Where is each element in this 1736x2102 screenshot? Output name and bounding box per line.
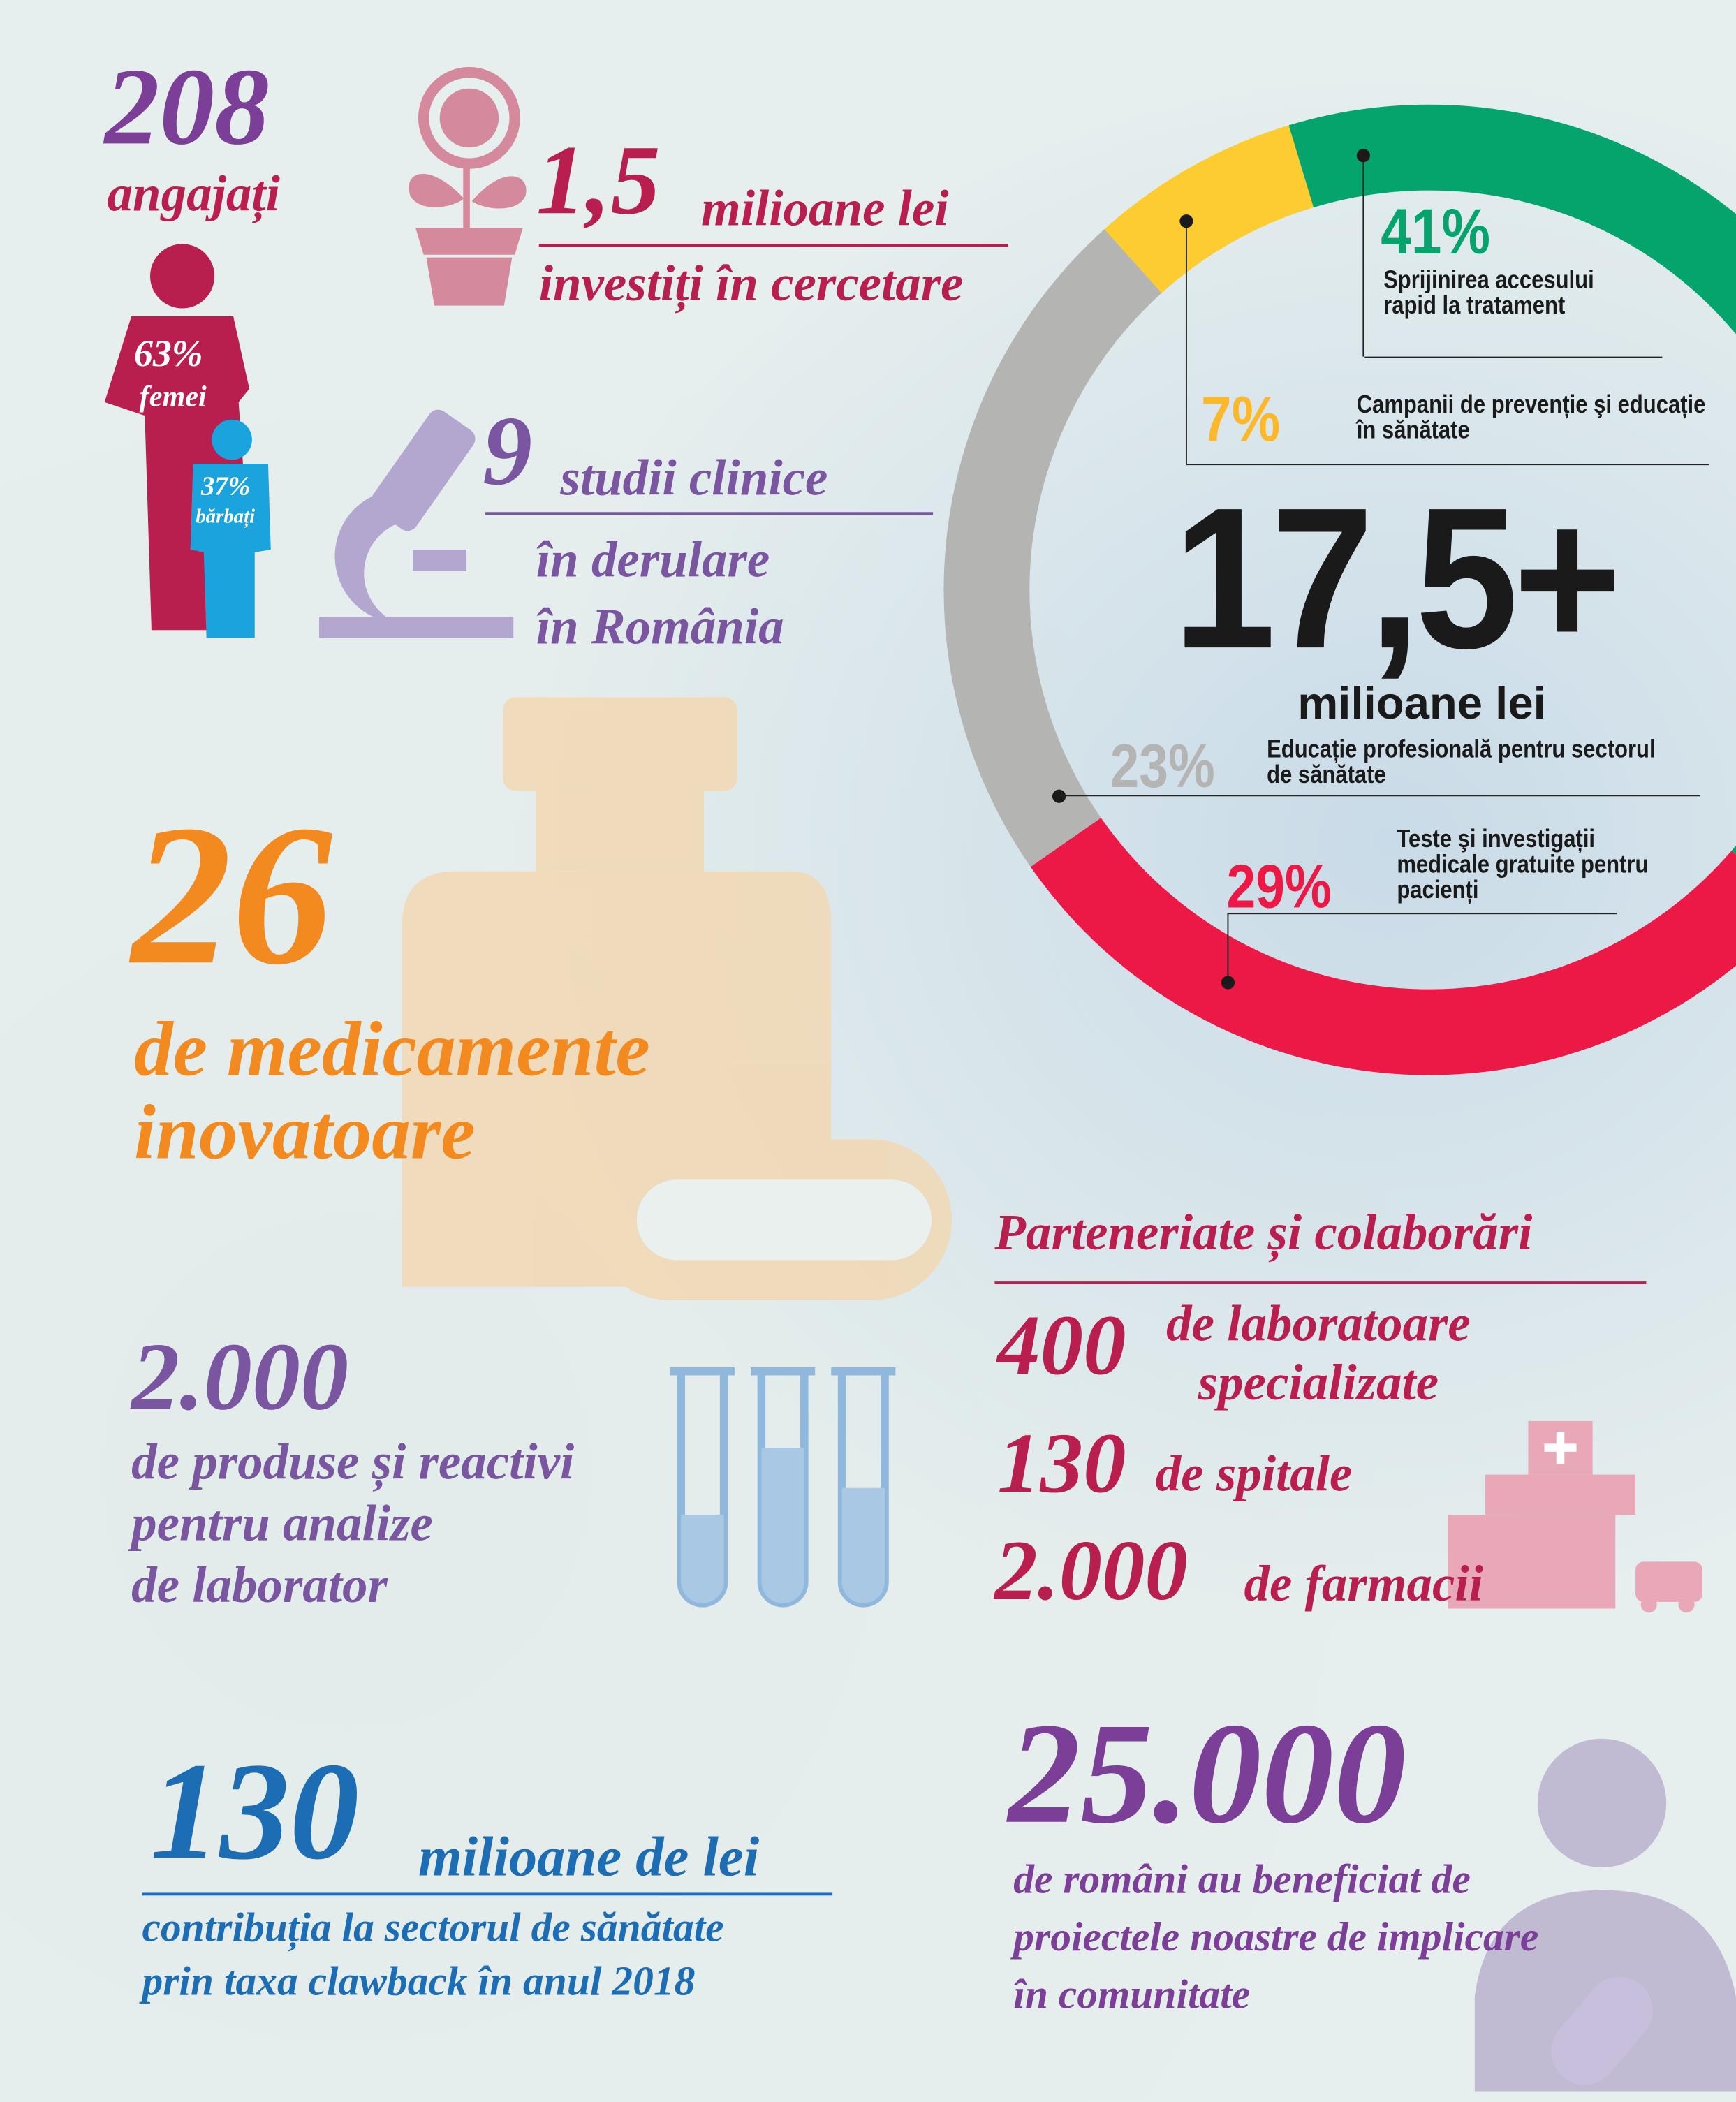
trials-unit: studii clinice <box>560 450 828 507</box>
microscope-icon <box>318 409 514 638</box>
test-tubes-icon <box>670 1367 896 1608</box>
leader-line <box>1059 795 1700 797</box>
label-41-text: Sprijinirea accesului rapid la tratament <box>1383 267 1594 321</box>
research-unit: milioane lei <box>701 181 949 237</box>
leader-dot <box>1221 976 1235 990</box>
clawback-unit: milioane de lei <box>418 1827 760 1889</box>
pharmacies-label: de farmacii <box>1244 1556 1483 1613</box>
trials-value: 9 <box>483 397 533 507</box>
leader-line <box>1364 356 1663 358</box>
divider <box>538 244 1008 247</box>
research-value: 1,5 <box>536 126 661 236</box>
employees-count: 208 <box>104 45 270 168</box>
products-line3: de laborator <box>131 1557 388 1615</box>
donut-total-unit: milioane lei <box>1297 678 1546 730</box>
hospital-icon <box>1448 1420 1703 1613</box>
products-value: 2.000 <box>131 1323 349 1431</box>
research-label: investiți în cercetare <box>538 256 964 313</box>
leader-line <box>1186 464 1709 466</box>
donut-total: 17,5+ <box>1172 465 1621 691</box>
clawback-line2: prin taxa clawback în anul 2018 <box>142 1957 696 2004</box>
community-line2: proiectele noastre de implicare <box>1013 1913 1539 1960</box>
leader-dot <box>1356 149 1370 163</box>
clawback-line1: contribuția la sectorul de sănătate <box>142 1903 724 1951</box>
divider <box>994 1281 1647 1284</box>
donut-segment <box>1104 125 1314 293</box>
donut-segment <box>1288 104 1736 855</box>
community-line3: în comunitate <box>1013 1970 1251 2018</box>
labs-line2: specializate <box>1198 1355 1439 1412</box>
donut-segment <box>943 229 1162 867</box>
community-line1: de români au beneficiat de <box>1013 1855 1471 1902</box>
community-value: 25.000 <box>1008 1694 1406 1854</box>
label-29-pct: 29% <box>1226 851 1332 921</box>
medicines-label: de medicamente inovatoare <box>134 1008 650 1175</box>
label-7-text: Campanii de prevenție şi educație în săn… <box>1356 391 1706 446</box>
employees-label: angajați <box>107 166 280 223</box>
leader-dot <box>1052 789 1066 803</box>
label-7-pct: 7% <box>1201 384 1281 456</box>
medicines-line1: de medicamente <box>133 1005 650 1093</box>
label-23-pct: 23% <box>1110 730 1215 801</box>
label-29-text: Teste şi investigații medicale gratuite … <box>1397 825 1649 905</box>
flower-pot-icon <box>409 66 527 306</box>
medicines-value: 26 <box>131 784 333 1007</box>
labs-value: 400 <box>997 1298 1126 1393</box>
divider <box>142 1892 833 1896</box>
men-label: bărbați <box>196 506 256 529</box>
leader-dot <box>1179 214 1193 228</box>
divider <box>485 512 934 515</box>
hospitals-value: 130 <box>997 1416 1126 1511</box>
labs-line1: de laboratoare <box>1166 1296 1471 1353</box>
pharmacies-value: 2.000 <box>994 1522 1188 1618</box>
clawback-label: contribuția la sectorul de sănătate prin… <box>142 1901 723 2008</box>
donut-segment <box>1030 818 1736 1075</box>
people-icon <box>104 244 271 638</box>
partnerships-title: Parteneriate și colaborări <box>994 1205 1533 1262</box>
products-label: de produse și reactivi pentru analize de… <box>131 1432 574 1617</box>
women-label: femei <box>139 379 207 413</box>
medicine-bottle-icon <box>402 697 952 1301</box>
medicines-line2: inovatoare <box>133 1088 476 1176</box>
trials-detail: în derulare în România <box>536 527 784 661</box>
products-line1: de produse și reactivi <box>131 1434 575 1491</box>
label-23-text: Educație profesională pentru sectorul de… <box>1267 735 1656 790</box>
label-41-pct: 41% <box>1381 197 1491 268</box>
labs-label: de laboratoare specializate <box>1166 1295 1471 1413</box>
clawback-value: 130 <box>150 1734 360 1889</box>
trials-line2: în România <box>536 599 784 656</box>
community-label: de români au beneficiat de proiectele no… <box>1013 1850 1538 2023</box>
leader-line <box>1228 913 1617 915</box>
men-pct: 37% <box>200 471 251 501</box>
women-pct: 63% <box>133 333 203 376</box>
trials-line1: în derulare <box>536 532 770 589</box>
person-pills-icon <box>1474 1738 1736 2092</box>
products-line2: pentru analize <box>131 1496 433 1552</box>
hospitals-label: de spitale <box>1155 1446 1353 1503</box>
